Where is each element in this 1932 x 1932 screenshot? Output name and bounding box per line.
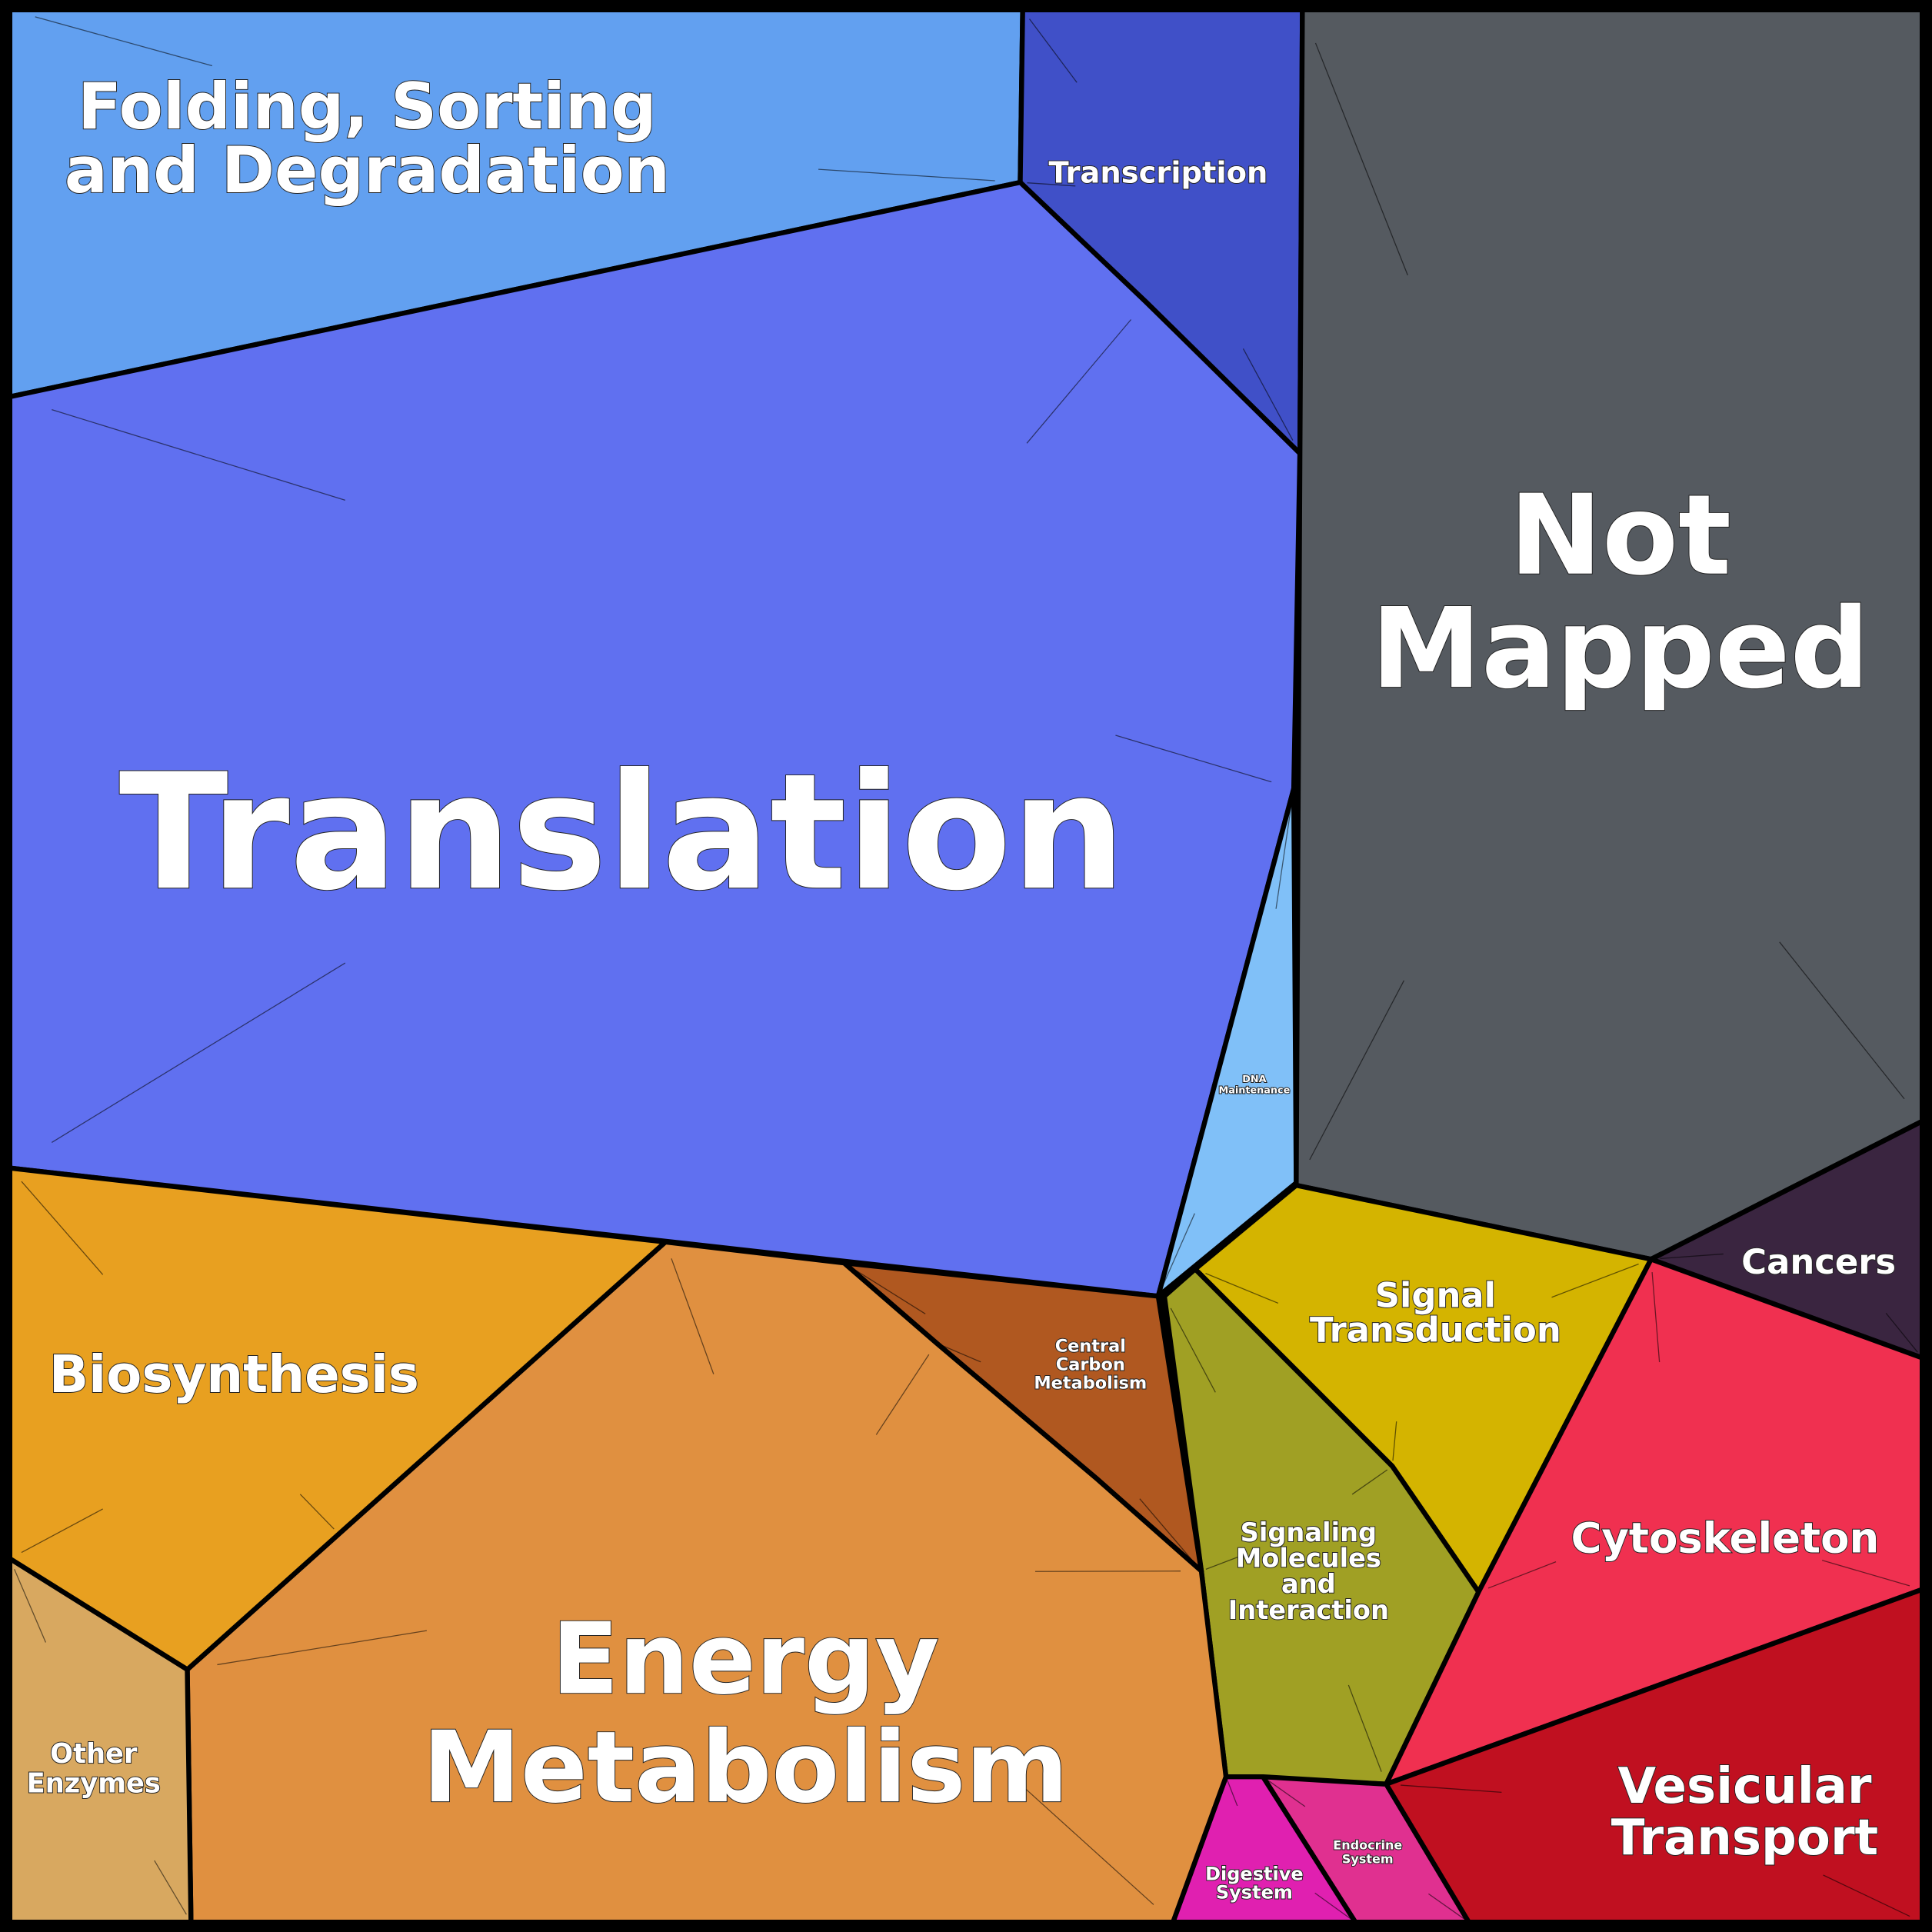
cell-border [941, 1344, 981, 1363]
label-line: Digestive [1205, 1863, 1304, 1884]
label-digestive: Digestive System [1205, 1863, 1304, 1903]
label-dna: DNA Maintenance [1218, 1074, 1290, 1096]
label-line: Biosynthesis [49, 1344, 419, 1404]
label-translation: Translation [119, 740, 1126, 926]
cell-border [1347, 1684, 1382, 1772]
cell-border [1551, 1263, 1639, 1298]
label-line: Cytoskeleton [1571, 1513, 1879, 1562]
label-folding: Folding, Sorting and Degradation [65, 69, 670, 208]
label-other: Other Enzymes [27, 1738, 161, 1799]
cell-border [1823, 1874, 1910, 1917]
region-biosynthesis [7, 1165, 668, 1672]
label-line: Interaction [1228, 1595, 1389, 1625]
label-line: Energy [551, 1602, 939, 1717]
cell-border [1139, 1498, 1194, 1563]
label-line: Transcription [1048, 156, 1267, 191]
label-line: Cancers [1741, 1241, 1896, 1282]
cell-border [1275, 803, 1292, 909]
cell-border [1309, 980, 1405, 1161]
label-line: Not [1509, 471, 1731, 601]
cell-border [299, 1494, 335, 1530]
cell-border [818, 168, 995, 182]
label-vesicular: Vesicular Transport [1611, 1758, 1878, 1867]
cell-border [1162, 1213, 1195, 1287]
cell-border [51, 962, 346, 1143]
label-line: Enzymes [27, 1767, 161, 1799]
cell-border [1267, 1780, 1306, 1807]
cell-border [1314, 1892, 1351, 1919]
label-cancers: Cancers [1741, 1241, 1896, 1282]
region-other [7, 1556, 194, 1925]
label-line: Carbon [1056, 1354, 1125, 1374]
cell-border [1227, 1780, 1238, 1807]
label-line: Maintenance [1218, 1084, 1290, 1096]
label-carbon: Central Carbon Metabolism [1034, 1336, 1147, 1393]
cell-border [154, 1860, 187, 1915]
cell-border [14, 1568, 47, 1643]
label-biosynthesis: Biosynthesis [49, 1344, 419, 1404]
cell-border [35, 16, 213, 67]
cell-border [1651, 1271, 1661, 1363]
cell-border [1026, 319, 1132, 444]
cell-border [52, 409, 346, 501]
cell-border [1428, 1893, 1464, 1920]
label-line: Translation [119, 740, 1126, 926]
cell-border [1885, 1312, 1918, 1353]
cell-border [1242, 348, 1294, 441]
cell-border [1401, 1784, 1502, 1793]
label-cytoskeleton: Cytoskeleton [1571, 1513, 1879, 1562]
cell-border [21, 1181, 104, 1275]
label-line: Mapped [1371, 585, 1870, 714]
label-endocrine: Endocrine System [1333, 1838, 1402, 1867]
cell-border [1314, 42, 1408, 276]
cell-border [1351, 1469, 1388, 1495]
cell-border [217, 1630, 427, 1666]
label-line: and Degradation [65, 133, 670, 208]
cell-border [1205, 1273, 1279, 1304]
cell-border [1205, 1557, 1238, 1570]
label-line: Molecules [1236, 1544, 1381, 1574]
cell-border [1821, 1560, 1910, 1587]
cell-border [1779, 941, 1905, 1100]
label-notmapped: Not Mapped [1371, 471, 1870, 714]
label-line: Other [50, 1738, 138, 1770]
cell-border [1115, 734, 1272, 783]
label-signaling: Signaling Molecules and Interaction [1228, 1517, 1389, 1625]
cell-border [1018, 1781, 1154, 1905]
cell-border [1487, 1561, 1557, 1589]
label-line: DNA [1242, 1074, 1266, 1085]
cell-border [1034, 1571, 1181, 1572]
label-line: Folding, Sorting [78, 69, 657, 144]
label-line: Vesicular [1617, 1758, 1871, 1815]
label-line: Signaling [1241, 1517, 1377, 1547]
label-line: Signal [1375, 1274, 1496, 1315]
label-line: Transport [1611, 1810, 1878, 1867]
label-line: Endocrine [1333, 1838, 1402, 1853]
cell-border [1392, 1421, 1397, 1461]
cell-border [1170, 1307, 1216, 1393]
label-transcription: Transcription [1048, 156, 1267, 191]
cell-border [21, 1508, 103, 1554]
label-line: and [1281, 1569, 1336, 1599]
cell-border [1660, 1253, 1724, 1260]
label-line: Central [1055, 1336, 1126, 1356]
cell-border [671, 1258, 715, 1374]
cell-border [854, 1268, 926, 1314]
label-line: Metabolism [1034, 1373, 1147, 1393]
cell-border [1027, 182, 1076, 187]
label-line: System [1216, 1881, 1293, 1903]
label-line: Transduction [1310, 1309, 1561, 1350]
cell-border [875, 1354, 930, 1435]
label-line: System [1342, 1851, 1394, 1866]
label-signal: Signal Transduction [1310, 1274, 1561, 1350]
cell-border [1028, 18, 1078, 83]
label-line: Metabolism [422, 1710, 1068, 1825]
label-energy: Energy Metabolism [422, 1602, 1068, 1825]
